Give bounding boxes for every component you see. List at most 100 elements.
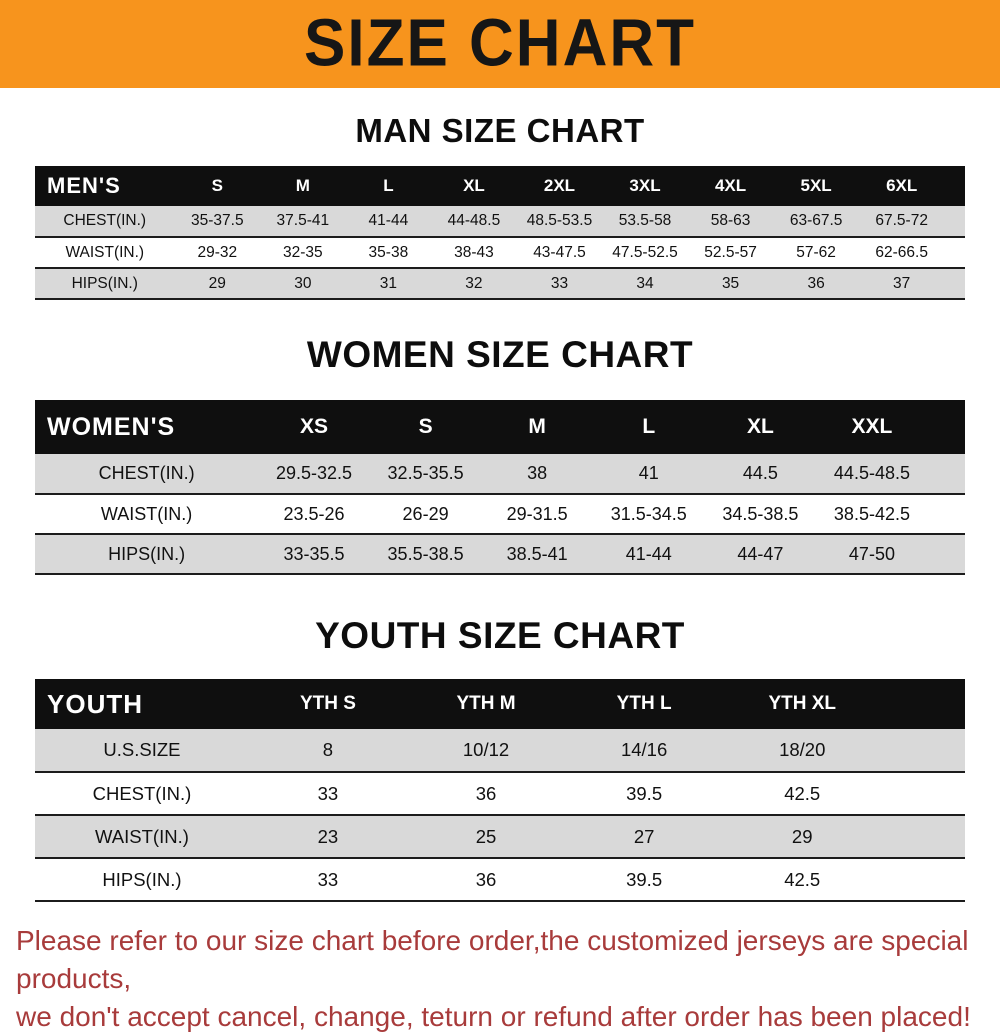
spacer-cell [881,815,965,858]
spacer-cell [928,494,965,534]
value-cell: 44-47 [737,543,784,564]
value-cell: 38.5-42.5 [833,503,910,524]
value-cell: 42.5 [784,868,821,890]
column-header: XS [258,400,370,454]
section-women: WOMEN SIZE CHART WOMEN'S XS S M L XL XXL CHEST(I… [0,334,1000,575]
women-size-table: WOMEN'S XS S M L XL XXL CHEST(IN.) 29.5-32.5 32.5… [35,400,965,575]
value-cell: 38 [527,463,548,483]
value-cell: 41-44 [625,543,672,564]
value-cell: 35-37.5 [191,212,244,229]
column-header: 5XL [773,166,859,206]
header-row: MEN'S S M L XL 2XL 3XL 4XL 5XL 6XL [35,166,965,206]
spacer-cell [944,206,965,237]
value-cell: 39.5 [626,782,663,804]
value-cell: 29 [791,825,813,847]
value-cell: 44.5-48.5 [833,463,910,483]
spacer-cell [944,166,965,206]
man-section-heading: MAN SIZE CHART [355,112,645,149]
value-cell: 43-47.5 [533,243,586,261]
value-cell: 41-44 [368,212,409,229]
column-header: 2XL [516,166,603,206]
value-cell: 29-31.5 [506,503,568,524]
column-header: YTH M [406,679,566,729]
value-cell: 32-35 [283,243,323,261]
man-table-title-cell: MEN'S [35,166,175,206]
row-label: CHEST(IN.) [63,212,147,229]
row-label: U.S.SIZE [103,739,181,760]
header-row: YOUTH YTH S YTH M YTH L YTH XL [35,679,965,729]
value-cell: 8 [322,739,334,760]
column-header: 6XL [858,166,945,206]
header-row: WOMEN'S XS S M L XL XXL [35,400,965,454]
value-cell: 32.5-35.5 [387,463,464,483]
value-cell: 29.5-32.5 [275,463,353,483]
column-header: S [174,166,261,206]
value-cell: 33 [317,868,339,890]
value-cell: 10/12 [462,739,510,760]
value-cell: 58-63 [710,212,751,229]
value-cell: 38-43 [454,243,494,261]
value-cell: 31.5-34.5 [610,503,687,524]
column-header: XL [431,166,517,206]
table-row: HIPS(IN.) 33-35.5 35.5-38.5 38.5-41 41-44 44-… [35,534,965,574]
spacer-cell [944,237,965,268]
table-row: HIPS(IN.) 33 36 39.5 42.5 [35,858,965,901]
column-header: M [260,166,346,206]
women-table-title-cell: WOMEN'S [35,400,259,454]
value-cell: 35-38 [368,243,409,261]
section-man: MAN SIZE CHART MEN'S S M L XL 2XL 3XL 4XL 5XL 6XL C… [0,112,1000,300]
row-label: CHEST(IN.) [98,463,195,483]
value-cell: 30 [294,274,312,292]
spacer-cell [881,772,965,815]
column-header: YTH L [565,679,724,729]
value-cell: 37 [893,274,911,292]
column-header: L [592,400,705,454]
spacer-cell [881,729,965,772]
notice-line-1: Please refer to our size chart before or… [16,925,969,994]
spacer-cell [928,454,965,494]
value-cell: 14/16 [620,739,668,760]
size-chart-sections: MAN SIZE CHART MEN'S S M L XL 2XL 3XL 4XL 5XL 6XL C… [0,112,1000,902]
table-row: CHEST(IN.) 29.5-32.5 32.5-35.5 38 41 44.5 44.5… [35,454,965,494]
youth-table-title-cell: YOUTH [35,679,249,729]
value-cell: 39.5 [626,868,663,890]
value-cell: 25 [475,825,497,847]
row-label: HIPS(IN.) [71,274,138,292]
table-row: CHEST(IN.) 35-37.5 37.5-41 41-44 44-48.5 48.5… [35,206,965,237]
value-cell: 33 [550,274,569,292]
spacer-cell [881,679,965,729]
row-label: CHEST(IN.) [92,782,192,804]
table-row: WAIST(IN.) 23.5-26 26-29 29-31.5 31.5-34.5 34… [35,494,965,534]
table-row: WAIST(IN.) 29-32 32-35 35-38 38-43 43-47.5 47.… [35,237,965,268]
value-cell: 47-50 [848,543,895,564]
value-cell: 23.5-26 [283,503,345,524]
table-row: U.S.SIZE 8 10/12 14/16 18/20 [35,729,965,772]
value-cell: 67.5-72 [875,212,928,229]
row-label: HIPS(IN.) [102,868,182,890]
table-row: CHEST(IN.) 33 36 39.5 42.5 [35,772,965,815]
banner: SIZE CHART [0,0,1000,88]
row-label: WAIST(IN.) [100,503,193,524]
value-cell: 63-67.5 [789,212,843,229]
section-youth: YOUTH SIZE CHART YOUTH YTH S YTH M YTH L YTH … [0,615,1000,902]
column-header: 3XL [602,166,688,206]
column-header: XL [704,400,817,454]
spacer-cell [944,268,965,299]
value-cell: 38.5-41 [506,543,568,564]
value-cell: 27 [633,825,655,847]
row-label: WAIST(IN.) [65,243,145,261]
value-cell: 33 [317,782,339,804]
value-cell: 36 [807,274,825,292]
value-cell: 31 [379,274,397,292]
value-cell: 53.5-58 [618,212,672,229]
value-cell: 62-66.5 [875,243,928,261]
value-cell: 26-29 [402,503,449,524]
spacer-cell [927,400,965,454]
value-cell: 34.5-38.5 [722,503,799,524]
value-cell: 57-62 [796,243,836,261]
value-cell: 44-48.5 [447,212,501,229]
value-cell: 42.5 [784,782,821,804]
column-header: S [369,400,482,454]
column-header: L [345,166,432,206]
